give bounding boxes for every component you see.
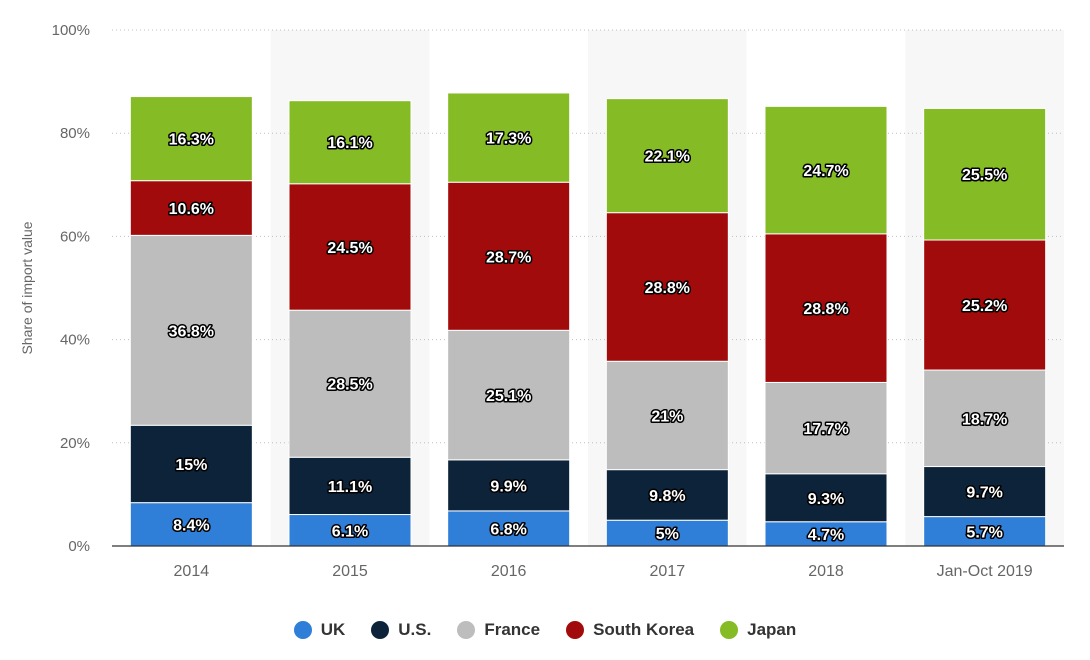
data-label: 9.7%	[966, 485, 1002, 502]
data-label: 17.3%	[486, 131, 531, 148]
bar-segment	[288, 100, 412, 185]
bar-segment	[447, 181, 571, 331]
bar-segment	[923, 239, 1047, 371]
data-label: 28.8%	[803, 301, 848, 318]
y-tick-label: 80%	[60, 125, 90, 142]
data-label: 25.1%	[486, 388, 531, 405]
bar-segment	[605, 360, 729, 471]
bar-segment	[447, 329, 571, 461]
x-tick-label: 2016	[491, 563, 527, 580]
data-label: 16.3%	[169, 132, 214, 149]
bar-segment	[288, 456, 412, 516]
data-label: 24.7%	[803, 163, 848, 180]
data-label: 18.7%	[962, 411, 1007, 428]
y-tick-label: 40%	[60, 332, 90, 349]
legend-label: UK	[320, 620, 346, 639]
data-label: 5.7%	[966, 524, 1002, 541]
data-label: 4.7%	[808, 527, 844, 544]
legend-marker	[566, 621, 585, 639]
bar-segment	[605, 469, 729, 521]
bar-segment	[605, 519, 729, 547]
legend-label: U.S.	[398, 620, 432, 639]
data-label: 28.7%	[486, 249, 531, 266]
bar-segment	[129, 180, 253, 236]
data-label: 8.4%	[173, 517, 209, 534]
bar-segment	[447, 92, 571, 183]
legend-item[interactable]: UK	[293, 620, 346, 640]
x-tick-label: 2018	[808, 563, 844, 580]
legend: UK U.S. France South Korea Japan	[0, 614, 1090, 646]
bar-segment	[764, 105, 888, 235]
legend-item[interactable]: U.S.	[371, 620, 431, 640]
data-label: 22.1%	[645, 149, 690, 166]
data-label: 5%	[656, 526, 679, 543]
data-labels: 8.4% 15% 36.8% 10.6% 16.3% 6.1% 11.1% 28.5% 24.5…	[167, 129, 1009, 545]
stacked-bar-chart: 0% 20% 40% 60% 80% 100% Share of import value…	[19, 22, 1064, 580]
bar-segment	[129, 96, 253, 182]
bar-segment	[764, 521, 888, 547]
data-label: 16.1%	[327, 135, 372, 152]
legend-label: Japan	[747, 620, 797, 639]
x-tick-label: Jan-Oct 2019	[937, 563, 1033, 580]
legend-marker	[720, 621, 739, 639]
gridlines	[112, 29, 1064, 444]
x-tick-label: 2017	[650, 563, 686, 580]
bar-segments	[129, 92, 1047, 547]
data-label: 11.1%	[328, 479, 372, 496]
y-tick-label: 60%	[60, 228, 90, 245]
data-label: 15%	[175, 457, 207, 474]
x-tick-label: 2015	[332, 563, 368, 580]
data-label: 36.8%	[169, 323, 214, 340]
bar-segment	[605, 98, 729, 214]
data-label: 10.6%	[169, 201, 214, 218]
bar-segment	[129, 234, 253, 426]
data-label: 24.5%	[327, 240, 372, 257]
y-axis-label: Share of import value	[19, 221, 35, 354]
x-tick-labels: 2014 2015 2016 2017 2018 Jan-Oct 2019	[174, 563, 1033, 580]
data-label: 28.5%	[327, 377, 372, 394]
data-label: 21%	[651, 408, 683, 425]
bar-segment	[447, 459, 571, 512]
data-label: 9.9%	[490, 478, 526, 495]
bar-segment	[764, 233, 888, 383]
data-label: 25.5%	[962, 167, 1007, 184]
data-label: 17.7%	[803, 421, 848, 438]
legend-marker	[293, 621, 312, 639]
data-label: 28.8%	[645, 280, 690, 297]
bar-segment	[288, 183, 412, 311]
data-label: 25.2%	[962, 298, 1007, 315]
legend-item[interactable]: France	[457, 620, 540, 640]
legend-label: South Korea	[593, 620, 695, 639]
legend-item[interactable]: South Korea	[566, 620, 694, 640]
bar-segment	[605, 212, 729, 362]
y-tick-label: 100%	[52, 22, 90, 39]
y-tick-label: 0%	[68, 538, 90, 555]
data-label: 6.1%	[332, 523, 368, 540]
legend-label: France	[484, 620, 541, 639]
data-label: 9.3%	[808, 491, 844, 508]
legend-marker	[457, 621, 476, 639]
bar-segment	[923, 107, 1047, 241]
legend-marker	[371, 621, 390, 639]
data-label: 6.8%	[490, 521, 526, 538]
data-label: 9.8%	[649, 488, 685, 505]
bar-segment	[447, 510, 571, 547]
y-tick-label: 20%	[60, 435, 90, 452]
y-tick-labels: 0% 20% 40% 60% 80% 100%	[52, 22, 90, 555]
bar-segment	[923, 466, 1047, 518]
legend-item[interactable]: Japan	[720, 620, 796, 640]
bar-segment	[764, 473, 888, 523]
bar-segment	[129, 502, 253, 547]
bar-segment	[129, 424, 253, 504]
x-tick-label: 2014	[174, 563, 210, 580]
bar-segment	[764, 381, 888, 475]
